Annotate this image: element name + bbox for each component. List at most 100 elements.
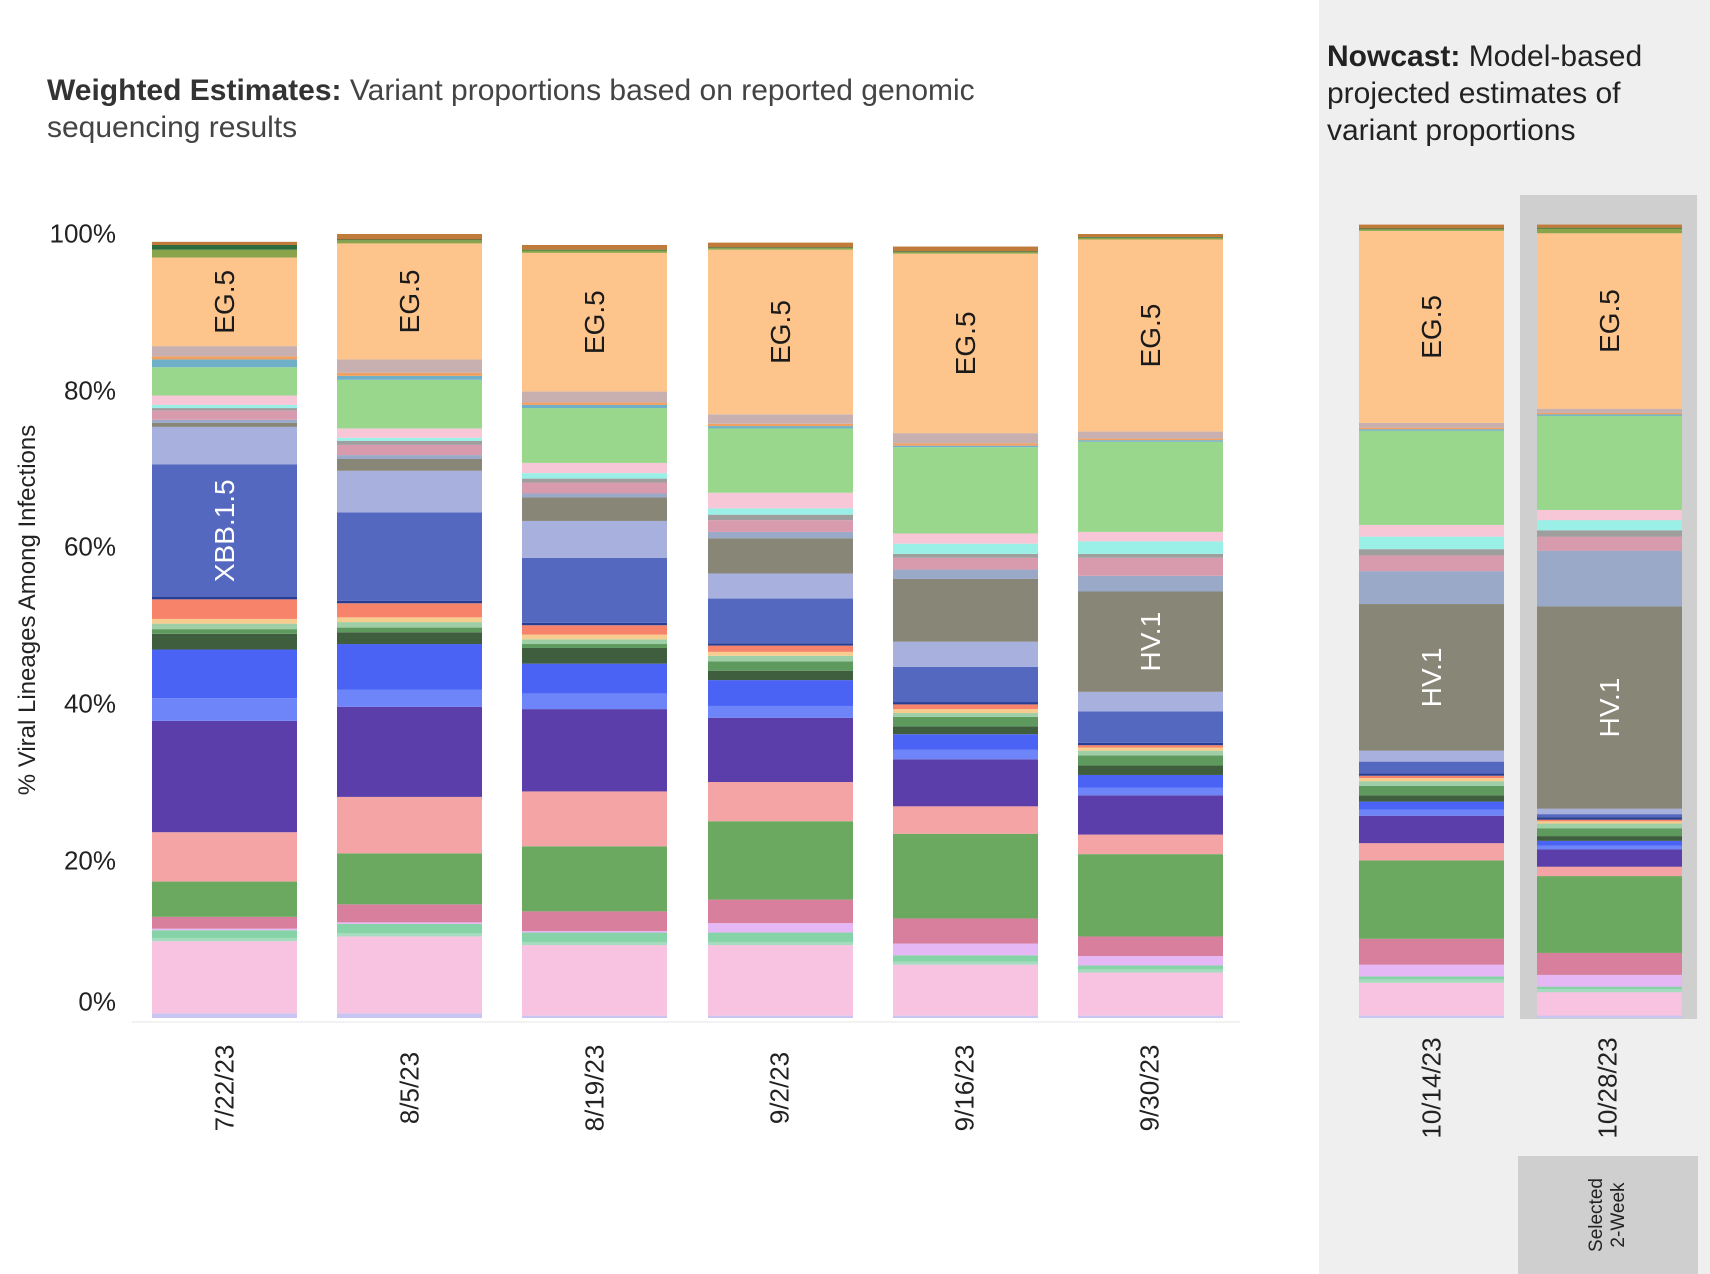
bar-segment [152,257,297,347]
bar-segment [1359,843,1504,861]
bar-segment [1359,422,1504,428]
bar-segment [708,945,853,1016]
bar-segment [152,249,297,258]
bar-segment [337,440,482,445]
bar-segment [708,492,853,509]
bar-segment [893,246,1038,252]
bar-segment [893,704,1038,710]
bar-segment [152,367,297,396]
bar-segment [522,391,667,403]
segment-label: EG.5 [950,311,981,375]
bar-segment [708,661,853,671]
bar-segment [708,414,853,424]
bar-segment [1359,571,1504,605]
bar-segment [893,726,1038,735]
bar-segment [522,408,667,463]
bar-segment [152,629,297,634]
weighted-estimates-title-bold: Weighted Estimates: [47,74,342,107]
bar-segment [1537,530,1682,537]
bar-segment [708,717,853,783]
bar-segment [1537,808,1682,815]
bar-segment [1359,775,1504,779]
bar-segment [522,402,667,405]
bar-segment [337,706,482,797]
bar-segment [337,240,482,244]
bar-segment [893,964,1038,1016]
bar-segment [522,930,667,933]
bar-segment [1078,440,1223,442]
bar-segment [708,248,853,250]
bar-segment [522,911,667,931]
bar-segment [522,249,667,251]
bar-segment [522,478,667,483]
bar-segment [1537,408,1682,413]
bar-segment [1537,986,1682,989]
bar-segment [893,443,1038,446]
bar-segment [708,514,853,521]
bar-segment [1359,982,1504,1016]
weighted-estimates-title-text: Variant proportions based on reported ge… [47,74,975,144]
bar-segment [1078,755,1223,766]
bar-segment [1537,227,1682,229]
bar-segment [337,470,482,513]
bar-segment [1078,745,1223,748]
segment-label: EG.5 [209,270,240,334]
bar-segment [1537,821,1682,824]
bar-segment [1537,988,1682,993]
bar-segment [1078,438,1223,441]
bar-segment [893,918,1038,944]
bar-segment [1537,520,1682,531]
bar-segment [708,573,853,599]
bar-segment [893,251,1038,253]
bar-segment [522,846,667,912]
bar-segment [893,445,1038,448]
bar-segment [1359,938,1504,965]
weighted-estimates-title: Weighted Estimates: Variant proportions … [47,72,1097,146]
bar-segment [708,428,853,493]
nowcast-title-text: Model-based projected estimates of varia… [1327,40,1643,147]
bar-segment [1359,976,1504,980]
bar-segment [337,234,482,240]
nowcast-title-bold: Nowcast: [1327,40,1461,73]
bar-segment [522,709,667,792]
segment-label: EG.5 [765,300,796,364]
bar-segment [1537,819,1682,822]
bar-segment [337,455,482,460]
selected-two-week-box [1518,1156,1698,1274]
y-tick-label: 20% [63,845,116,876]
bar-segment [522,932,667,942]
bar-segment [708,651,853,656]
bar-segment [522,663,667,694]
segment-label: EG.5 [1594,289,1625,353]
bar-segment [337,933,482,937]
bar-segment [1537,817,1682,820]
bar-segment [1359,604,1504,751]
bar-segment [1359,230,1504,423]
bar-segment [1078,239,1223,432]
bar-segment [522,622,667,626]
bar-segment [708,899,853,924]
bar-segment [1078,237,1223,238]
bar-segment [1537,866,1682,877]
bar-segment [152,426,297,465]
bar-segment [152,720,297,833]
bar-segment [708,538,853,574]
bar-segment [1359,549,1504,556]
bar-segment [152,938,297,942]
bar-segment [1537,509,1682,521]
bar-segment [1359,524,1504,537]
bar-segment [893,833,1038,919]
bar-segment [1359,1015,1504,1018]
bar-segment [893,447,1038,534]
bar-segment [1078,795,1223,835]
bar-segment [152,395,297,405]
segment-label: EG.5 [1416,295,1447,359]
bar-segment [522,791,667,847]
bar-segment [1359,229,1504,231]
bar-segment [1078,431,1223,439]
bar-segment [337,627,482,633]
bar-segment [522,244,667,250]
bar-segment [708,941,853,946]
bar-segment [1537,414,1682,416]
segment-label: EG.5 [394,270,425,334]
